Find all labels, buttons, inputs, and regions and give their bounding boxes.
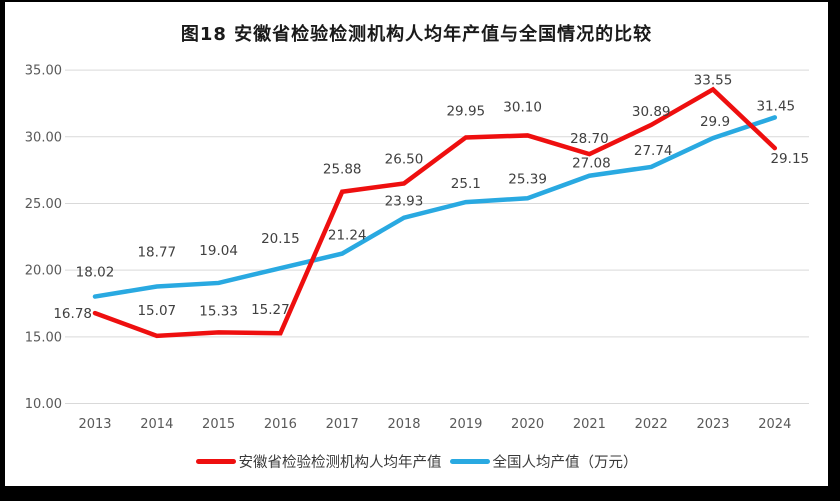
data-label-series-1: 27.08: [572, 156, 611, 172]
x-axis-tick-label: 2018: [387, 417, 420, 432]
data-label-series-1: 23.93: [385, 194, 424, 210]
data-label-series-1: 31.45: [756, 98, 795, 114]
data-label-series-1: 25.1: [451, 176, 481, 192]
data-label-series-1: 29.9: [700, 114, 730, 130]
x-axis-tick-label: 2016: [264, 417, 297, 432]
y-axis-tick-label: 30.00: [25, 130, 62, 145]
x-axis-tick-label: 2013: [78, 417, 111, 432]
x-axis-tick-label: 2015: [202, 417, 235, 432]
legend-line-blue-swatch: [449, 459, 490, 464]
data-label-series-1: 18.02: [76, 265, 115, 281]
data-label-series-1: 21.24: [328, 228, 367, 244]
x-axis-tick-label: 2019: [449, 417, 482, 432]
series-line-1: [92, 115, 778, 299]
chart-area: 图18 安徽省检验检测机构人均年产值与全国情况的比较 10.00 15.00 20.…: [5, 2, 828, 486]
legend-line-red-swatch: [195, 459, 236, 464]
y-axis-tick-label: 35.00: [25, 64, 62, 79]
data-label-series-0: 15.27: [251, 302, 290, 318]
data-label-series-0: 25.88: [323, 162, 362, 178]
data-label-series-0: 29.95: [446, 103, 485, 119]
data-label-series-1: 25.39: [508, 171, 547, 187]
data-label-series-0: 30.89: [632, 104, 671, 120]
chart-canvas: 10.00 15.00 20.00 25.00 30.00 35.00 2013 2014 20…: [25, 64, 809, 432]
data-label-series-0: 15.07: [137, 303, 176, 319]
x-axis-tick-label: 2021: [573, 417, 606, 432]
x-axis-tick-label: 2020: [511, 417, 544, 432]
data-label-series-1: 27.74: [634, 143, 673, 159]
legend: 安徽省检验检测机构人均年产值 全国人均产值（万元）: [5, 451, 828, 472]
series-line-0: [92, 86, 778, 339]
x-axis-tick-label: 2023: [696, 417, 729, 432]
data-label-series-0: 30.10: [503, 99, 542, 115]
data-label-series-1: 18.77: [137, 245, 176, 261]
y-axis-tick-label: 15.00: [25, 330, 62, 345]
x-axis-tick-label: 2014: [140, 417, 173, 432]
data-label-series-0: 33.55: [694, 72, 733, 88]
data-label-series-0: 26.50: [385, 151, 424, 167]
legend-item-national: 全国人均产值（万元）: [449, 451, 638, 472]
x-axis-tick-label: 2017: [326, 417, 359, 432]
data-label-series-0: 29.15: [770, 151, 809, 167]
y-axis-tick-label: 10.00: [25, 397, 62, 412]
data-label-series-1: 20.15: [261, 231, 300, 247]
x-axis-tick-label: 2022: [635, 417, 668, 432]
y-axis-tick-label: 25.00: [25, 197, 62, 212]
legend-label-national: 全国人均产值（万元）: [492, 455, 638, 471]
data-label-series-0: 15.33: [199, 303, 238, 319]
legend-item-anhui: 安徽省检验检测机构人均年产值: [195, 451, 442, 472]
data-label-series-0: 16.78: [53, 306, 92, 322]
x-axis-tick-label: 2024: [758, 417, 791, 432]
data-label-series-0: 28.70: [570, 131, 609, 147]
y-axis-tick-label: 20.00: [25, 264, 62, 279]
legend-label-anhui: 安徽省检验检测机构人均年产值: [238, 455, 442, 471]
data-label-series-1: 19.04: [199, 243, 238, 259]
chart-title: 图18 安徽省检验检测机构人均年产值与全国情况的比较: [180, 24, 653, 45]
